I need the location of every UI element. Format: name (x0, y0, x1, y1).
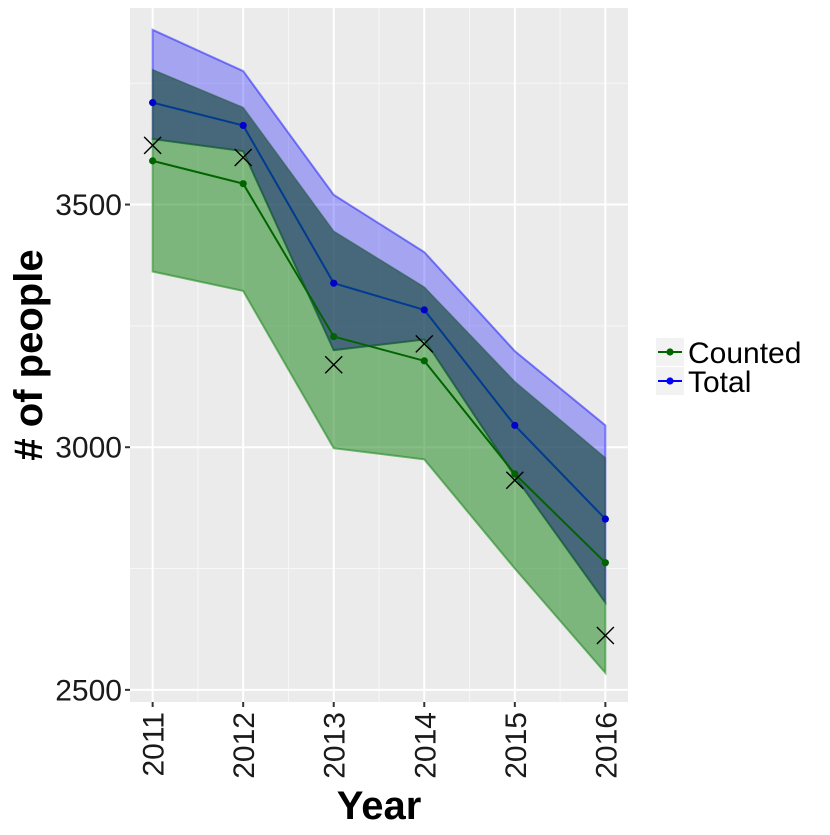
x-marker (324, 355, 343, 374)
x-tick-label: 2013 (319, 712, 352, 779)
data-point-counted (511, 470, 519, 478)
data-point-counted (239, 180, 247, 188)
data-point-total (601, 515, 609, 523)
data-point-counted (330, 332, 338, 341)
series-lines (152, 101, 607, 564)
series-points (149, 99, 609, 567)
y-axis-tick-labels: 2500 3000 3500 (55, 189, 122, 707)
x-markers (143, 136, 615, 645)
y-tick-label: 2500 (55, 674, 122, 707)
x-marker (143, 136, 162, 155)
axis-ticks (125, 203, 607, 707)
data-point-counted (149, 157, 157, 165)
data-point-counted (601, 559, 609, 567)
x-marker (596, 626, 615, 645)
legend-label-counted: Counted (688, 337, 801, 370)
data-point-total (239, 121, 247, 130)
x-tick-label: 2015 (500, 712, 533, 779)
legend-label-total: Total (688, 366, 751, 399)
y-tick-label: 3500 (55, 189, 122, 222)
x-axis-tick-labels: 2011 2012 2013 2014 2015 2016 (138, 712, 624, 779)
data-point-total (511, 421, 519, 429)
legend-point-total (666, 377, 674, 385)
data-point-total (420, 306, 428, 314)
x-tick-label: 2016 (590, 712, 623, 779)
legend: Counted Total (656, 337, 801, 399)
x-axis-title: Year (337, 784, 422, 828)
x-marker (415, 334, 434, 353)
confidence-bands (151, 28, 607, 676)
series-line-total (152, 101, 607, 520)
series-line-counted (152, 159, 607, 564)
band-overlap (151, 68, 607, 605)
x-marker (234, 148, 253, 167)
data-point-counted (420, 357, 428, 365)
data-point-total (149, 99, 157, 107)
y-tick-label: 3000 (55, 432, 122, 465)
x-tick-label: 2011 (138, 712, 171, 777)
y-axis-title: # of people (7, 249, 51, 460)
legend-point-counted (666, 348, 674, 356)
x-tick-label: 2014 (409, 712, 442, 779)
data-point-total (330, 279, 338, 287)
x-marker (505, 471, 524, 490)
x-tick-label: 2012 (228, 712, 261, 779)
